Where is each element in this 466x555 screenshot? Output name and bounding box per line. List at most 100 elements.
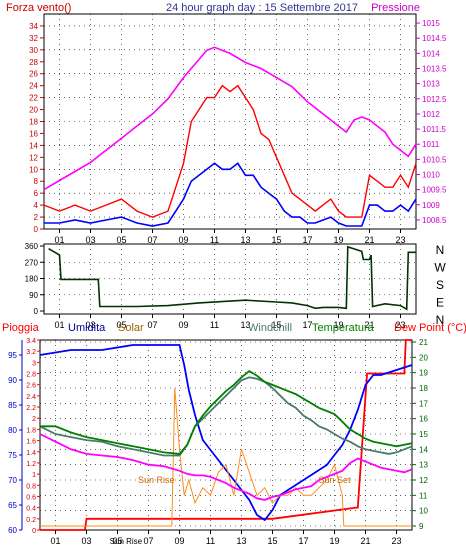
panel3-humidity-ticks: 60 65 70 75 80 85 90 95 [8,340,23,535]
x-tick-label: 07 [143,536,153,546]
x-tick-label: 03 [85,235,95,245]
panel2-series [48,245,416,311]
y-right-tick-label: 1011.5 [422,125,446,134]
y-right-tick-label: 1014 [422,49,440,58]
temp-tick-label: 10 [419,507,428,516]
rain-tick-label: 1 [32,472,36,479]
temp-tick-label: 12 [419,476,428,485]
legend-item: Umidita [68,322,106,334]
y-tick-label: 10 [29,165,38,174]
temp-tick-label: 16 [419,415,428,424]
panel2-grid [44,244,416,314]
y-tick-label: 30 [29,46,38,55]
x-tick-label: 17 [302,320,312,330]
pressure-label: Pressione [371,2,420,14]
panel1-y-right-ticks: 1008.5 1009 1009.5 1010 1010.5 1011 1011.5 1012… [416,19,447,225]
x-tick-label: 05 [116,235,126,245]
panel1-series [43,46,417,227]
x-tick-label: 23 [391,536,401,546]
x-tick-label: 19 [333,320,343,330]
rain-tick-label: 1.2 [26,461,36,468]
temp-tick-label: 20 [419,353,428,362]
temp-tick-label: 11 [419,491,428,500]
temp-tick-label: 17 [419,399,428,408]
panel1-x-ticks: 01 03 05 07 09 11 13 15 17 19 21 23 [54,229,406,245]
y-right-tick-label: 1009.5 [422,186,447,195]
y-tick-label: 8 [34,177,39,186]
panel3-grid [40,340,412,530]
temp-humidity-panel: Pioggia Umidita Solar Windchill Temperatura D… [2,322,466,546]
wind-pressure-panel: Forza vento() 24 hour graph day : 15 Set… [6,2,447,245]
series-solar [40,387,412,527]
x-tick-label: 19 [329,536,339,546]
rain-tick-label: 3 [32,360,36,367]
humidity-tick-label: 85 [8,401,17,410]
x-tick-label: 09 [174,536,184,546]
x-tick-label: 05 [112,536,122,546]
x-tick-label: 17 [298,536,308,546]
rain-tick-label: 0.8 [26,483,36,490]
x-tick-label: 05 [116,320,126,330]
y-right-tick-label: 1013.5 [422,65,447,74]
y-tick-label: 34 [29,22,38,31]
series-rain [40,339,412,531]
y-tick-label: 180 [25,275,39,284]
y-tick-label: 32 [29,34,38,43]
y-tick-label: 26 [29,70,38,79]
x-tick-label: 23 [395,320,405,330]
temp-tick-label: 13 [419,461,428,470]
compass-label: E [436,296,444,310]
temp-tick-label: 15 [419,430,428,439]
y-right-tick-label: 1012 [422,110,440,119]
y-right-tick-label: 1012.5 [422,95,447,104]
temp-tick-label: 21 [419,338,428,347]
x-tick-label: 13 [236,536,246,546]
series-dewpoint [39,433,413,501]
x-sunrise-label: Sun Rise [110,537,143,546]
humidity-tick-label: 75 [8,451,17,460]
panel2-y-ticks: 0 90 180 270 360 [25,242,44,316]
humidity-tick-label: 95 [8,351,17,360]
rain-tick-label: 3.4 [26,338,36,345]
y-right-tick-label: 1011 [422,140,440,149]
y-tick-label: 0 [34,307,39,316]
compass-label: W [434,261,446,275]
y-tick-label: 16 [29,129,38,138]
rain-tick-label: 2.2 [26,405,36,412]
x-tick-label: 21 [364,320,374,330]
y-tick-label: 270 [25,258,39,267]
temp-tick-label: 14 [419,445,428,454]
panel3-series [39,339,413,531]
humidity-tick-label: 70 [8,476,17,485]
rain-tick-label: 1.4 [26,450,36,457]
x-tick-label: 09 [178,320,188,330]
sunset-annotation: Sun Set [318,475,351,485]
legend-item: Windchill [248,322,292,334]
panel2-x-ticks: 01 03 05 07 09 11 13 15 17 19 21 23 [54,314,406,330]
x-tick-label: 03 [81,536,91,546]
panel3-temp-ticks: 9 10 11 12 13 14 15 16 17 18 19 20 21 [412,338,428,531]
panel3-rain-ticks: 0 0.2 0.4 0.6 0.8 1 1.2 1.4 1.6 1.8 2 2.2 2.4 2.6 2.8 3… [26,338,40,535]
y-right-tick-label: 1008.5 [422,216,447,225]
y-tick-label: 22 [29,94,38,103]
x-tick-label: 17 [302,235,312,245]
series-windchill [39,376,413,457]
x-tick-label: 21 [364,235,374,245]
rain-tick-label: 0.2 [26,517,36,524]
x-tick-label: 03 [85,320,95,330]
x-tick-label: 19 [333,235,343,245]
y-tick-label: 20 [29,106,38,115]
x-tick-label: 13 [240,235,250,245]
x-tick-label: 09 [178,235,188,245]
y-tick-label: 24 [29,82,38,91]
series-humidity [39,344,413,522]
compass-label: N [436,313,445,327]
y-tick-label: 0 [34,225,39,234]
series-pressure [43,46,417,191]
temp-tick-label: 18 [419,384,428,393]
legend-item: Solar [118,322,144,334]
